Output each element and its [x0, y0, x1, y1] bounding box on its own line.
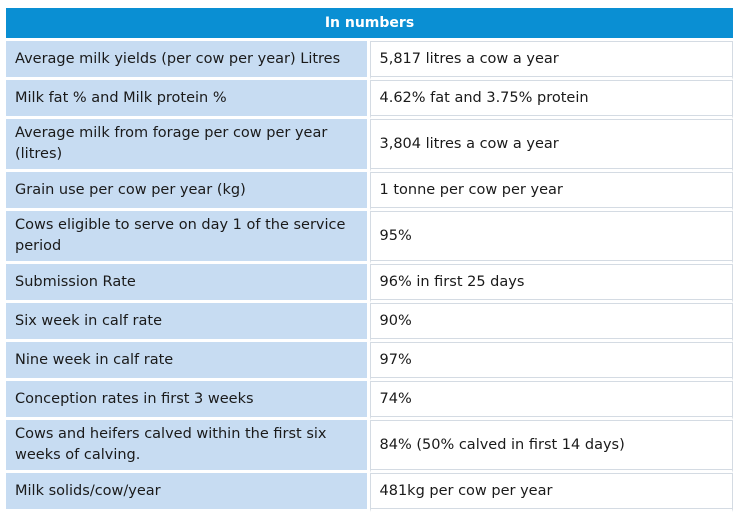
row-label: Average milk yields (per cow per year) L… [6, 41, 370, 80]
table-row: Cows eligible to serve on day 1 of the s… [6, 211, 733, 264]
table-row: Milk fat % and Milk protein % 4.62% fat … [6, 80, 733, 119]
table-row: Nine week in calf rate 97% [6, 342, 733, 381]
table-row: Six week in calf rate 90% [6, 303, 733, 342]
row-label: Cows eligible to serve on day 1 of the s… [6, 211, 370, 264]
row-label: Submission Rate [6, 264, 370, 303]
row-value: 5,817 litres a cow a year [369, 41, 733, 80]
row-label: Nine week in calf rate [6, 342, 370, 381]
row-label: Grain use per cow per year (kg) [6, 172, 370, 211]
row-label: Average milk from forage per cow per yea… [6, 119, 370, 172]
table-row: Cows and heifers calved within the first… [6, 420, 733, 473]
table-row: Average milk yields (per cow per year) L… [6, 41, 733, 80]
row-value: 1 tonne per cow per year [369, 172, 733, 211]
table-title: In numbers [6, 8, 733, 41]
row-value: 96% in first 25 days [369, 264, 733, 303]
table-header-row: In numbers [6, 8, 733, 41]
row-label: Conception rates in first 3 weeks [6, 381, 370, 420]
row-value: 84% (50% calved in first 14 days) [369, 420, 733, 473]
row-value: 90% [369, 303, 733, 342]
row-label: Six week in calf rate [6, 303, 370, 342]
table-row: Submission Rate 96% in first 25 days [6, 264, 733, 303]
in-numbers-table-container: In numbers Average milk yields (per cow … [6, 8, 733, 512]
row-value: 74% [369, 381, 733, 420]
row-label: Cows and heifers calved within the first… [6, 420, 370, 473]
table-row: Grain use per cow per year (kg) 1 tonne … [6, 172, 733, 211]
row-value: 95% [369, 211, 733, 264]
row-value: 4.62% fat and 3.75% protein [369, 80, 733, 119]
row-value: 3,804 litres a cow a year [369, 119, 733, 172]
row-label: Milk fat % and Milk protein % [6, 80, 370, 119]
in-numbers-table: In numbers Average milk yields (per cow … [6, 8, 733, 512]
table-row: Average milk from forage per cow per yea… [6, 119, 733, 172]
table-row: Conception rates in first 3 weeks 74% [6, 381, 733, 420]
row-value: 97% [369, 342, 733, 381]
